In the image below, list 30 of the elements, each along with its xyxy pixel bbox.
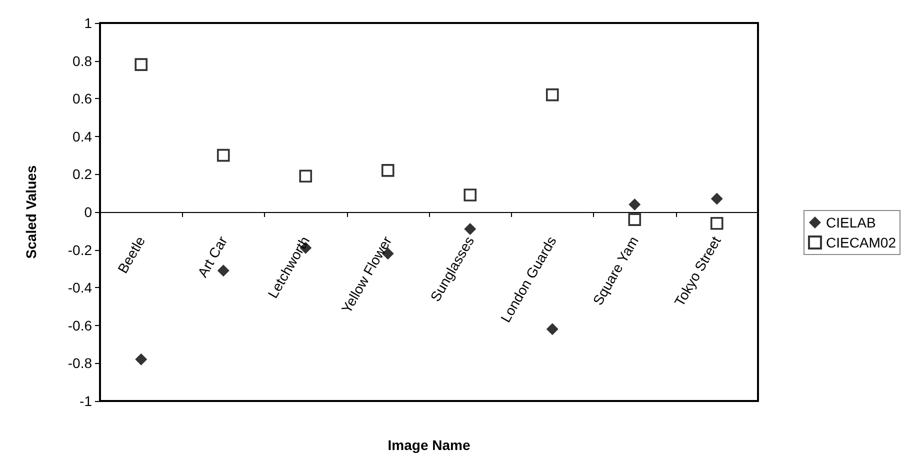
y-tick-label: 0.6 <box>72 90 92 107</box>
point <box>710 216 724 230</box>
point <box>381 164 394 177</box>
x-tick-label: Art Car <box>194 233 230 280</box>
y-tick-label: 0.4 <box>72 128 92 144</box>
y-tick-label: 0.8 <box>72 52 92 69</box>
y-tick-label: -0.8 <box>68 355 92 372</box>
x-axis-title: Image Name <box>388 437 470 453</box>
y-tick-label: -1 <box>80 393 92 409</box>
point <box>464 188 477 202</box>
point <box>216 148 230 162</box>
y-tick-label: 0 <box>84 204 92 220</box>
point <box>628 213 642 226</box>
point <box>464 223 476 236</box>
point <box>546 88 559 102</box>
point <box>134 58 148 71</box>
point <box>628 198 641 210</box>
point <box>217 264 230 277</box>
point <box>135 353 148 366</box>
point <box>710 192 723 205</box>
legend-label: CIECAM02 <box>826 234 896 250</box>
point <box>299 170 312 182</box>
y-tick-label: -0.4 <box>68 280 92 296</box>
legend-label: CIELAB <box>826 214 876 230</box>
y-tick-label: -0.6 <box>68 317 92 334</box>
point <box>546 323 558 336</box>
y-tick-label: 0.2 <box>72 166 92 182</box>
y-tick-label: 1 <box>84 15 92 31</box>
y-axis-title: Scaled Values <box>23 165 39 259</box>
y-tick-label: -0.2 <box>68 242 92 258</box>
